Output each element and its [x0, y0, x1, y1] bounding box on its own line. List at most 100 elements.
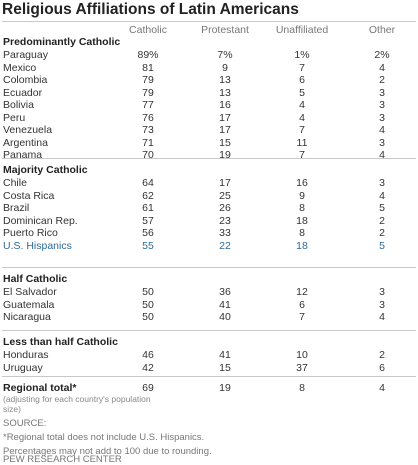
value-cell: 15	[219, 361, 231, 374]
divider	[2, 158, 416, 159]
value-cell: 7%	[217, 49, 233, 61]
value-cell: 2	[379, 214, 385, 227]
value-cell: 50	[142, 286, 154, 298]
group-label: Majority Catholic	[3, 164, 88, 176]
footnote-line: *Regional total does not include U.S. Hi…	[3, 432, 205, 443]
value-cell: 7	[299, 61, 305, 74]
value-cell: 3	[379, 86, 385, 99]
value-cell: 8	[299, 382, 305, 394]
value-cell: 5	[379, 239, 385, 252]
divider	[2, 21, 416, 22]
country-label: Panama	[3, 149, 43, 161]
country-label: El Salvador	[3, 286, 57, 298]
country-label: Venezuela	[3, 124, 53, 136]
value-cell: 17	[219, 124, 231, 136]
value-cell: 33	[219, 227, 231, 239]
value-cell: 4	[379, 382, 385, 394]
column-header: Unaffiliated	[275, 24, 329, 36]
value-cell: 89%	[137, 49, 159, 61]
value-cell: 3	[379, 136, 385, 149]
value-cell: 61	[142, 202, 154, 214]
value-cell: 3	[379, 99, 385, 111]
value-cell: 56	[142, 227, 154, 239]
divider	[2, 267, 416, 268]
value-cell: 6	[299, 298, 305, 311]
value-cell: 57	[142, 214, 154, 227]
footnote-line: Percentages may not add to 100 due to ro…	[3, 446, 212, 457]
value-cell: 79	[142, 86, 154, 99]
value-cell: 3	[379, 111, 385, 124]
value-cell: 37	[296, 361, 308, 374]
value-cell: 13	[219, 74, 231, 86]
value-cell: 8	[299, 227, 305, 239]
value-cell: 55	[142, 239, 154, 252]
value-cell: 10	[296, 349, 308, 361]
value-cell: 4	[299, 111, 305, 124]
column-header: Catholic	[129, 24, 167, 36]
value-cell: 41	[219, 349, 231, 361]
value-cell: 7	[299, 311, 305, 323]
country-label: Colombia	[3, 74, 48, 86]
group-label: Less than half Catholic	[3, 336, 118, 348]
value-cell: 15	[219, 136, 231, 149]
value-cell: 36	[219, 286, 231, 298]
value-cell: 6	[379, 361, 385, 374]
value-cell: 1%	[294, 49, 310, 61]
value-cell: 7	[299, 124, 305, 136]
value-cell: 22	[219, 239, 231, 252]
country-label: Puerto Rico	[3, 227, 58, 239]
value-cell: 25	[219, 189, 231, 202]
value-cell: 71	[142, 136, 154, 149]
value-cell: 64	[142, 177, 154, 189]
country-label: Paraguay	[3, 49, 48, 61]
country-label: Mexico	[3, 61, 37, 74]
group-label: Half Catholic	[3, 273, 68, 285]
value-cell: 4	[379, 311, 385, 323]
country-label: Argentina	[3, 136, 48, 149]
value-cell: 3	[379, 298, 385, 311]
value-cell: 26	[219, 202, 231, 214]
country-label: Chile	[3, 177, 27, 189]
group-label: Regional total*	[3, 382, 77, 394]
value-cell: 4	[379, 189, 385, 202]
country-label: Guatemala	[3, 298, 55, 311]
country-label: Peru	[3, 111, 26, 124]
value-cell: 4	[379, 149, 385, 161]
country-label: Uruguay	[3, 361, 43, 374]
value-cell: 17	[219, 177, 231, 189]
value-cell: 4	[379, 61, 385, 74]
value-cell: 19	[219, 382, 231, 394]
value-cell: 18	[296, 214, 308, 227]
value-cell: 17	[219, 111, 231, 124]
country-label: Honduras	[3, 349, 49, 361]
value-cell: 9	[299, 189, 305, 202]
value-cell: 18	[296, 239, 308, 252]
value-cell: 70	[142, 149, 154, 161]
value-cell: 2	[379, 349, 385, 361]
value-cell: 16	[296, 177, 308, 189]
column-header: Protestant	[201, 24, 249, 36]
value-cell: 81	[142, 61, 154, 74]
value-cell: 40	[219, 311, 231, 323]
value-cell: 7	[299, 149, 305, 161]
group-label: Predominantly Catholic	[3, 36, 121, 48]
value-cell: 5	[379, 202, 385, 214]
value-cell: 3	[379, 286, 385, 298]
country-label: Dominican Rep.	[3, 214, 78, 227]
value-cell: 8	[299, 202, 305, 214]
footnote-line: SOURCE:	[3, 418, 47, 429]
value-cell: 3	[379, 177, 385, 189]
value-cell: 9	[222, 61, 228, 74]
value-cell: 2	[379, 227, 385, 239]
country-label: Bolivia	[3, 99, 34, 111]
value-cell: 42	[142, 361, 154, 374]
value-cell: 69	[142, 382, 154, 394]
value-cell: 76	[142, 111, 154, 124]
value-cell: 16	[219, 99, 231, 111]
value-cell: 19	[219, 149, 231, 161]
divider	[2, 376, 416, 377]
country-label: Brazil	[3, 202, 30, 214]
chart-title: Religious Affiliations of Latin American…	[2, 1, 299, 18]
country-label: U.S. Hispanics	[3, 239, 72, 252]
value-cell: 46	[142, 349, 154, 361]
